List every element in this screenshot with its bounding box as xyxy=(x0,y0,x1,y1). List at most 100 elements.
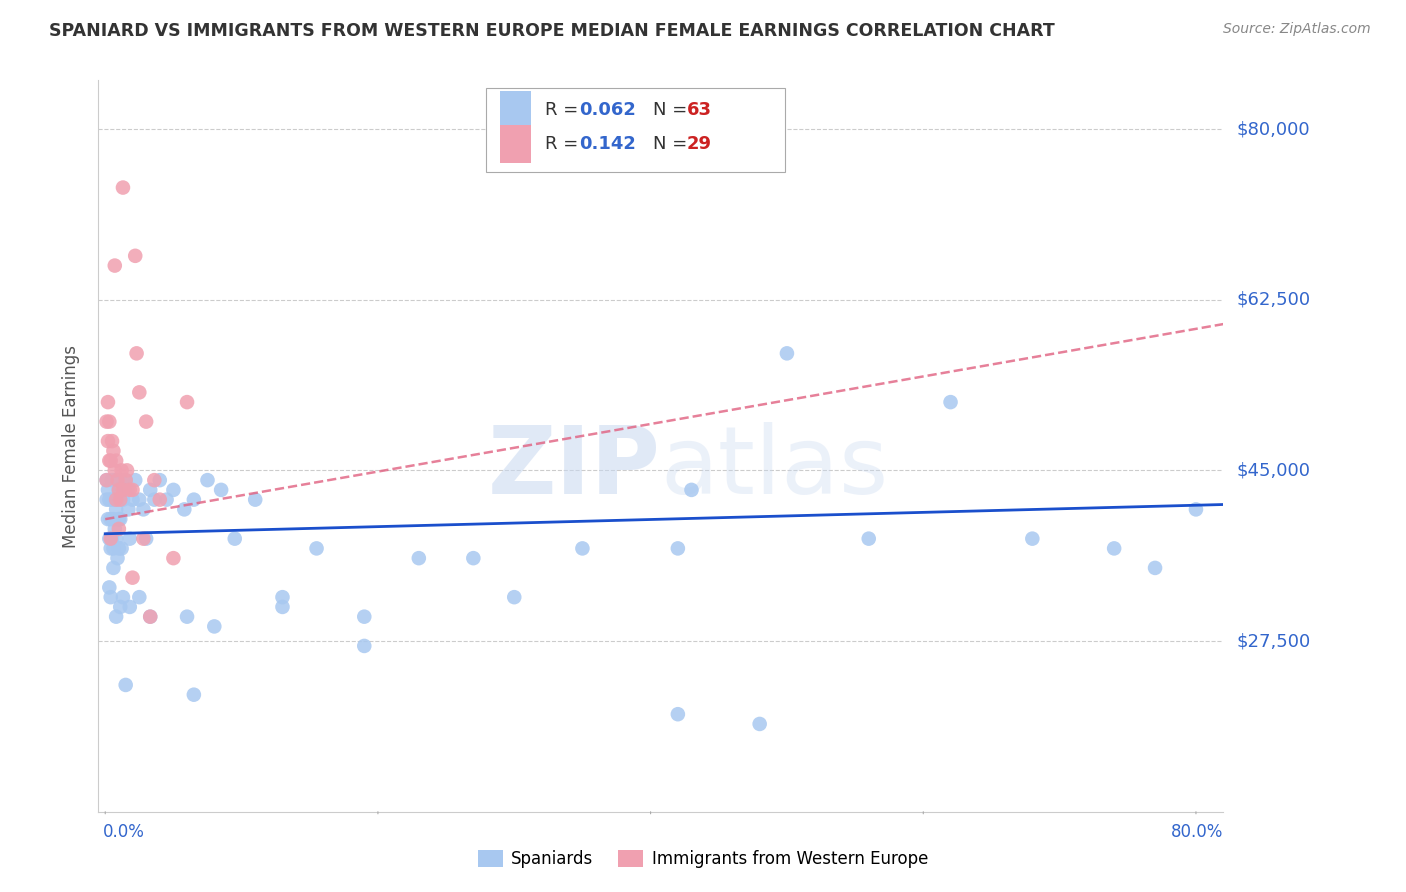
Text: SPANIARD VS IMMIGRANTS FROM WESTERN EUROPE MEDIAN FEMALE EARNINGS CORRELATION CH: SPANIARD VS IMMIGRANTS FROM WESTERN EURO… xyxy=(49,22,1054,40)
Point xyxy=(110,492,132,507)
Point xyxy=(114,473,136,487)
Point xyxy=(103,443,125,458)
Point xyxy=(97,395,120,409)
Point xyxy=(114,473,136,487)
Point xyxy=(100,532,122,546)
Point xyxy=(139,609,162,624)
Point xyxy=(143,492,166,507)
Point xyxy=(135,532,157,546)
Point xyxy=(666,541,689,556)
Point xyxy=(101,532,124,546)
Point xyxy=(132,532,155,546)
Point xyxy=(104,522,127,536)
Point xyxy=(125,346,148,360)
Point xyxy=(107,551,129,566)
Point xyxy=(96,473,118,487)
Point xyxy=(98,581,121,595)
Point xyxy=(118,599,141,614)
Point xyxy=(111,492,134,507)
Point xyxy=(105,453,128,467)
Point xyxy=(100,590,122,604)
Point xyxy=(108,512,131,526)
Point xyxy=(100,541,122,556)
Point xyxy=(571,541,593,556)
Point xyxy=(111,483,134,497)
Point xyxy=(104,463,127,477)
Point xyxy=(97,483,120,497)
Text: R =: R = xyxy=(546,135,583,153)
Point xyxy=(104,492,127,507)
Point xyxy=(100,512,122,526)
Point xyxy=(98,415,121,429)
Point xyxy=(121,492,143,507)
Point xyxy=(108,483,131,497)
Text: Source: ZipAtlas.com: Source: ZipAtlas.com xyxy=(1223,22,1371,37)
Point xyxy=(118,532,141,546)
Point xyxy=(115,463,138,477)
Point xyxy=(183,688,205,702)
FancyBboxPatch shape xyxy=(501,125,531,163)
Point xyxy=(107,473,129,487)
Point xyxy=(139,483,162,497)
Point xyxy=(681,483,703,497)
Text: $80,000: $80,000 xyxy=(1237,120,1310,138)
Point xyxy=(503,590,526,604)
Point xyxy=(176,609,198,624)
Point xyxy=(96,492,118,507)
Point xyxy=(117,502,139,516)
Point xyxy=(98,492,121,507)
Point xyxy=(176,395,198,409)
Point xyxy=(108,522,131,536)
Point xyxy=(271,599,294,614)
Point xyxy=(209,483,232,497)
Point xyxy=(1185,502,1208,516)
Text: R =: R = xyxy=(546,102,583,120)
Point xyxy=(110,599,132,614)
Point xyxy=(105,609,128,624)
Point xyxy=(118,483,141,497)
Point xyxy=(105,492,128,507)
Point xyxy=(162,551,184,566)
Point xyxy=(353,609,375,624)
Point xyxy=(173,502,195,516)
Point xyxy=(1021,532,1043,546)
Point xyxy=(105,532,128,546)
Point xyxy=(96,415,118,429)
Point xyxy=(1144,561,1167,575)
Point xyxy=(202,619,225,633)
Point xyxy=(939,395,962,409)
Point xyxy=(103,561,125,575)
Text: 80.0%: 80.0% xyxy=(1171,823,1223,841)
Text: $27,500: $27,500 xyxy=(1237,632,1310,650)
Point xyxy=(305,541,328,556)
Text: N =: N = xyxy=(652,102,693,120)
Point xyxy=(110,463,132,477)
Point xyxy=(162,483,184,497)
Point xyxy=(353,639,375,653)
Point xyxy=(121,483,143,497)
Point xyxy=(271,590,294,604)
Point xyxy=(858,532,880,546)
Point xyxy=(110,541,132,556)
Point xyxy=(408,551,430,566)
Point xyxy=(224,532,246,546)
Point xyxy=(149,492,172,507)
Point xyxy=(101,473,124,487)
Text: $62,500: $62,500 xyxy=(1237,291,1310,309)
Point xyxy=(463,551,485,566)
Text: $45,000: $45,000 xyxy=(1237,461,1310,479)
Y-axis label: Median Female Earnings: Median Female Earnings xyxy=(62,344,80,548)
Point xyxy=(105,473,128,487)
Text: N =: N = xyxy=(652,135,693,153)
Text: 29: 29 xyxy=(686,135,711,153)
Legend: Spaniards, Immigrants from Western Europe: Spaniards, Immigrants from Western Europ… xyxy=(471,843,935,875)
Point xyxy=(97,512,120,526)
Point xyxy=(114,678,136,692)
Point xyxy=(111,180,134,194)
Point xyxy=(128,492,150,507)
Point xyxy=(98,453,121,467)
Point xyxy=(155,492,177,507)
Text: ZIP: ZIP xyxy=(488,422,661,514)
Point xyxy=(128,590,150,604)
Text: 0.0%: 0.0% xyxy=(103,823,145,841)
